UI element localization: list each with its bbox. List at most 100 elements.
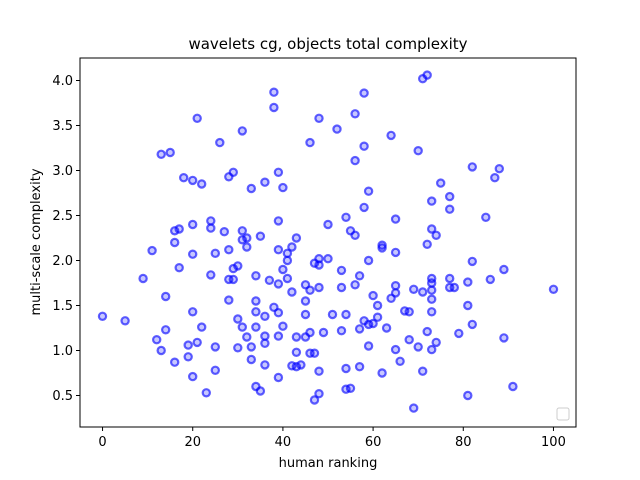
scatter-point — [273, 167, 284, 177]
scatter-point — [196, 322, 207, 332]
y-tick-label: 2.5 — [52, 209, 73, 224]
scatter-point — [409, 284, 419, 294]
scatter-point — [436, 178, 446, 188]
scatter-point — [251, 271, 261, 281]
data-points — [97, 70, 559, 413]
scatter-point — [481, 212, 491, 222]
y-tick-label: 4.0 — [52, 74, 73, 89]
scatter-point — [260, 311, 270, 321]
scatter-point — [187, 219, 198, 230]
scatter-point — [445, 273, 455, 284]
scatter-point — [390, 214, 401, 224]
scatter-point — [296, 360, 306, 370]
scatter-point — [183, 352, 193, 362]
scatter-point — [291, 347, 302, 357]
y-tick-label: 2.0 — [52, 254, 73, 269]
scatter-point — [174, 224, 184, 234]
scatter-point — [300, 309, 311, 320]
scatter-point — [210, 365, 220, 375]
scatter-point — [427, 196, 437, 206]
scatter-point — [494, 163, 504, 174]
scatter-point — [269, 102, 279, 113]
scatter-point — [363, 186, 374, 196]
scatter-point — [206, 270, 216, 280]
scatter-point — [350, 109, 360, 119]
scatter-point — [309, 348, 320, 358]
scatter-point — [314, 366, 324, 376]
scatter-point — [210, 248, 220, 258]
scatter-point — [377, 243, 387, 253]
scatter-point — [242, 242, 252, 252]
scatter-point — [427, 224, 437, 234]
scatter-point — [237, 322, 247, 332]
scatter-point — [350, 155, 360, 166]
scatter-point — [359, 141, 369, 151]
x-tick-label: 80 — [455, 435, 472, 450]
scatter-point — [210, 342, 220, 352]
scatter-point — [287, 242, 297, 252]
scatter-point — [260, 360, 270, 370]
scatter-point — [156, 345, 166, 356]
scatter-point — [445, 191, 455, 202]
scatter-point — [291, 332, 302, 342]
scatter-point — [233, 261, 243, 271]
scatter-point — [178, 172, 189, 183]
scatter-point — [273, 216, 284, 226]
scatter-point — [372, 300, 383, 311]
scatter-point — [97, 311, 108, 321]
scatter-point — [305, 327, 315, 338]
scatter-point — [314, 113, 324, 124]
y-tick-label: 3.0 — [52, 164, 73, 179]
scatter-point — [363, 341, 374, 351]
y-axis-ticks: 0.5 1.0 1.5 2.0 2.5 3.0 3.5 4.0 — [52, 74, 80, 404]
scatter-point — [390, 288, 401, 298]
scatter-point — [300, 296, 311, 306]
scatter-point — [314, 260, 324, 270]
scatter-point — [201, 388, 211, 398]
scatter-point — [354, 271, 365, 281]
scatter-point — [327, 309, 338, 320]
scatter-point — [548, 284, 559, 294]
scatter-point — [354, 362, 365, 372]
scatter-point — [467, 256, 477, 267]
scatter-point — [273, 244, 284, 255]
plot-area — [80, 58, 576, 427]
scatter-point — [395, 356, 405, 366]
scatter-point — [409, 403, 419, 413]
scatter-point — [390, 344, 401, 355]
x-tick-label: 40 — [275, 435, 292, 450]
scatter-point — [169, 237, 180, 248]
scatter-point — [160, 325, 171, 335]
scatter-point — [255, 231, 266, 241]
scatter-point — [445, 204, 455, 214]
scatter-point — [490, 172, 500, 183]
scatter-point — [413, 145, 423, 156]
scatter-point — [169, 357, 180, 367]
scatter-point — [341, 212, 351, 222]
scatter-point — [215, 137, 225, 148]
scatter-point — [427, 285, 437, 295]
scatter-point — [192, 337, 202, 348]
scatter-point — [278, 264, 288, 275]
scatter-point — [485, 274, 495, 285]
scatter-point — [305, 137, 315, 148]
scatter-point — [368, 290, 378, 301]
scatter-point — [251, 322, 261, 332]
y-tick-label: 1.0 — [52, 344, 73, 359]
scatter-point — [323, 219, 333, 230]
x-tick-label: 0 — [98, 435, 106, 450]
scatter-point — [404, 307, 414, 317]
scatter-point — [422, 239, 432, 249]
scatter-point — [187, 175, 198, 186]
scatter-point — [431, 230, 441, 240]
scatter-point — [427, 294, 437, 304]
scatter-point — [242, 332, 252, 342]
scatter-point — [206, 223, 216, 233]
scatter-point — [233, 314, 243, 324]
scatter-point — [264, 275, 275, 285]
scatter-point — [463, 300, 473, 311]
scatter-point — [418, 366, 428, 376]
scatter-point — [359, 202, 369, 213]
chart-title: wavelets cg, objects total complexity — [188, 35, 467, 53]
scatter-point — [368, 318, 378, 329]
